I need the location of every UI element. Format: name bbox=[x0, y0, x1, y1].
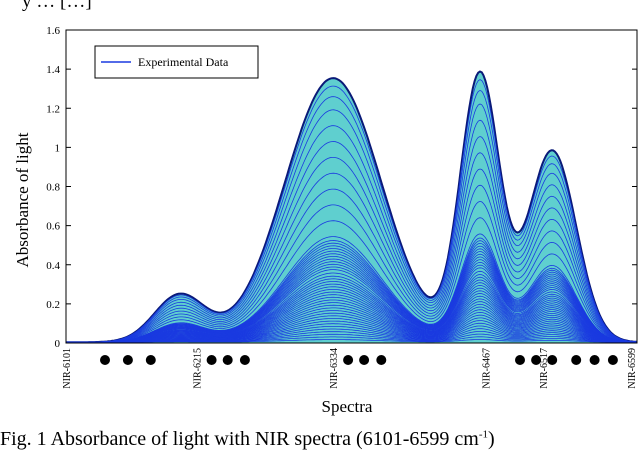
figure-caption: Fig. 1 Absorbance of light with NIR spec… bbox=[0, 428, 495, 451]
spectrum-line bbox=[66, 136, 638, 343]
marker-dot bbox=[222, 355, 233, 365]
y-tick-label: 0.8 bbox=[46, 182, 60, 194]
x-tick-label: NIR-6599 bbox=[627, 348, 638, 389]
spectrum-line bbox=[66, 119, 638, 343]
marker-dot bbox=[239, 355, 250, 365]
caption-superscript: -1 bbox=[478, 428, 488, 441]
spectrum-line bbox=[66, 70, 638, 344]
marker-dot bbox=[145, 355, 156, 365]
y-tick-label: 1.2 bbox=[46, 103, 60, 115]
marker-dot bbox=[359, 355, 370, 365]
y-tick-label: 1.4 bbox=[46, 64, 60, 76]
marker-dot bbox=[206, 355, 217, 365]
series-layer bbox=[66, 70, 638, 344]
marker-dot bbox=[589, 355, 600, 365]
top-text-fragment: y … […] bbox=[22, 0, 92, 12]
y-tick-label: 0.2 bbox=[46, 299, 60, 311]
marker-dots bbox=[100, 355, 618, 365]
x-tick-label: NIR-6467 bbox=[482, 348, 493, 389]
x-tick-label: NIR-6215 bbox=[193, 348, 204, 389]
y-tick-label: 0 bbox=[55, 338, 61, 350]
y-tick-label: 1.6 bbox=[46, 25, 60, 37]
marker-dot bbox=[343, 355, 354, 365]
absorbance-chart: 0 0.2 0.4 0.6 0.8 1 1.2 1.4 1.6 NIR-6101 NIR-6215 N… bbox=[13, 25, 638, 416]
spectrum-line bbox=[66, 89, 638, 343]
y-tick-label: 1 bbox=[55, 142, 61, 154]
y-axis-label: Absorbance of light bbox=[13, 132, 32, 267]
legend-entry: Experimental Data bbox=[138, 55, 229, 69]
marker-dot bbox=[100, 355, 110, 365]
y-tick-label: 0.6 bbox=[46, 221, 60, 233]
marker-dot bbox=[515, 355, 525, 365]
marker-dot bbox=[547, 355, 558, 365]
marker-dot bbox=[571, 355, 582, 365]
x-tick-label: NIR-6101 bbox=[62, 348, 73, 389]
spectrum-line bbox=[66, 339, 637, 343]
y-tick-label: 0.4 bbox=[46, 260, 60, 272]
spectrum-line bbox=[66, 270, 637, 343]
x-tick-label: NIR-6517 bbox=[539, 348, 550, 389]
caption-text: Fig. 1 Absorbance of light with NIR spec… bbox=[0, 428, 479, 450]
marker-dot bbox=[122, 355, 133, 365]
marker-dot bbox=[376, 355, 387, 365]
marker-dot bbox=[607, 355, 618, 365]
spectrum-line bbox=[66, 184, 638, 343]
spectrum-line bbox=[66, 233, 638, 343]
spectrum-line bbox=[66, 103, 638, 343]
legend: Experimental Data bbox=[94, 45, 259, 79]
spectrum-line bbox=[66, 267, 637, 343]
spectrum-line bbox=[66, 79, 638, 343]
caption-end: ) bbox=[487, 428, 495, 450]
spectrum-line bbox=[66, 200, 637, 343]
x-tick-label: NIR-6334 bbox=[329, 348, 340, 389]
tick-layer: 0 0.2 0.4 0.6 0.8 1 1.2 1.4 1.6 NIR-6101 NIR-6215 N… bbox=[46, 25, 638, 389]
marker-dot bbox=[531, 355, 542, 365]
spectrum-line bbox=[66, 152, 637, 343]
x-axis-label: Spectra bbox=[322, 397, 373, 416]
spectrum-line bbox=[66, 168, 638, 343]
spectrum-line bbox=[66, 217, 637, 343]
